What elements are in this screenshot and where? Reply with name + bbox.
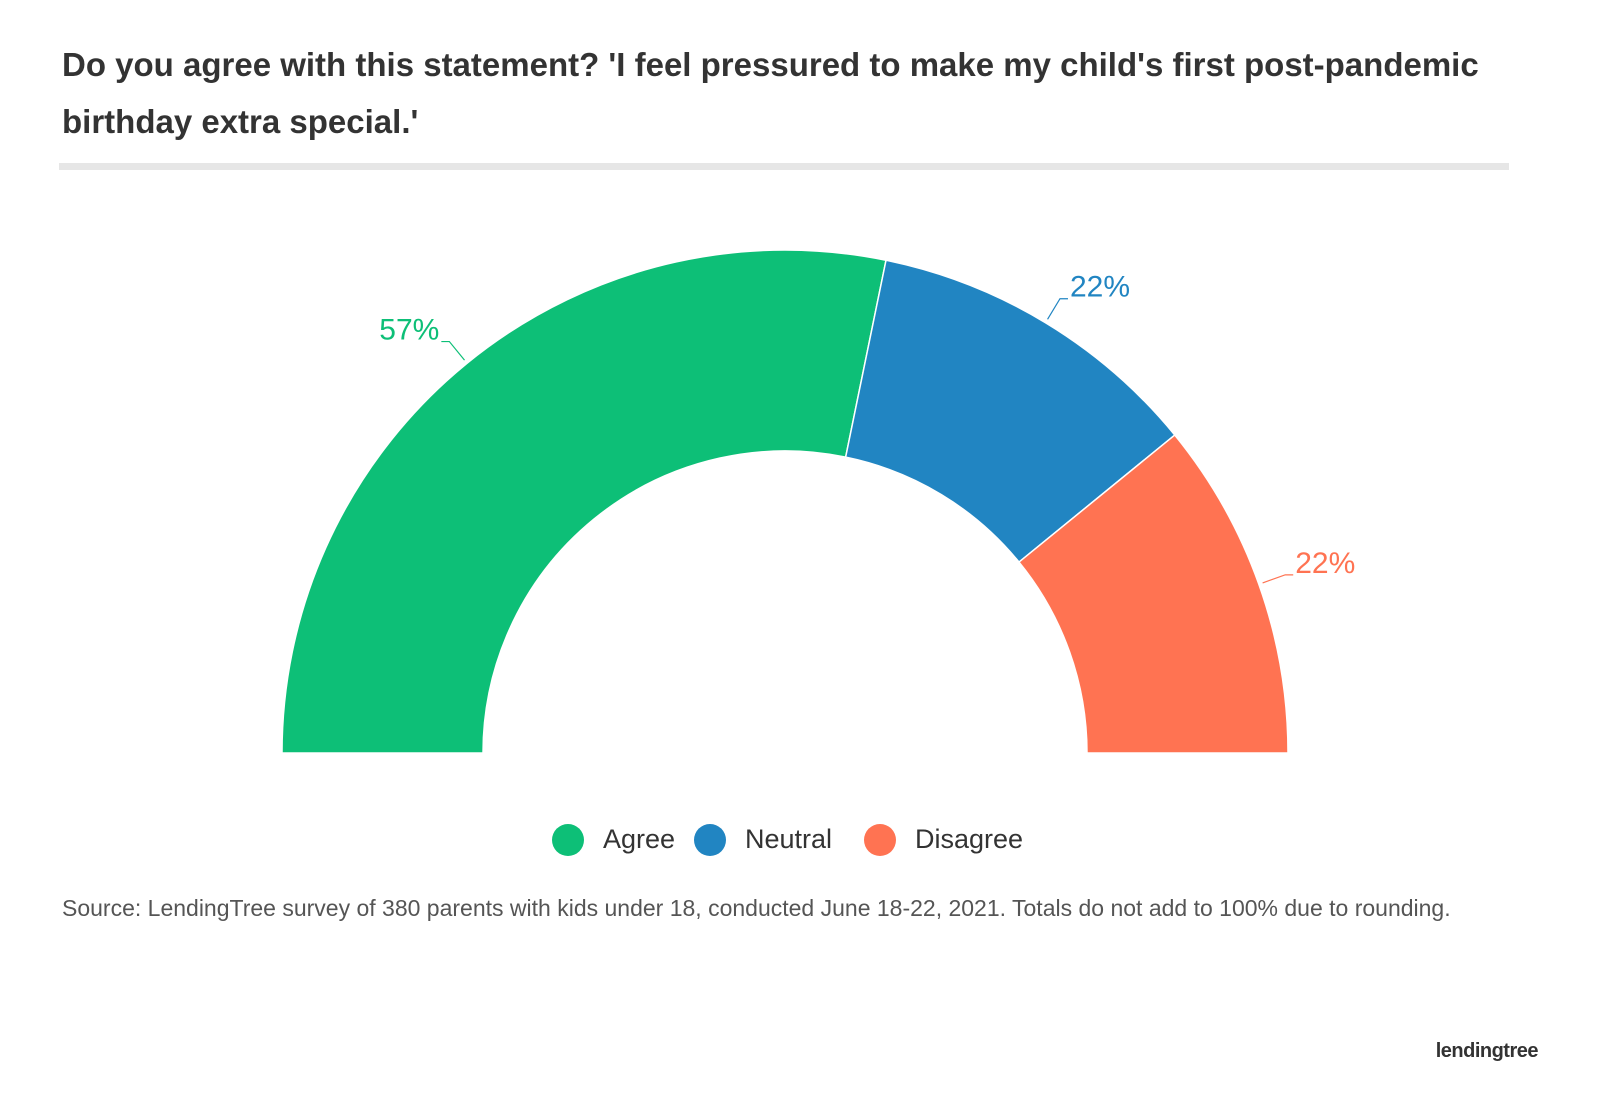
leader-line: [1047, 298, 1068, 320]
chart: 57% 22% 22% Agree Neutral Disagree: [281, 249, 1355, 856]
leader-line: [441, 340, 465, 361]
chart-title: Do you agree with this statement? 'I fee…: [62, 46, 1479, 140]
source-note: Source: LendingTree survey of 380 parent…: [62, 895, 1451, 921]
logo: lendingtree: [1435, 1040, 1539, 1062]
legend-label: Agree: [603, 824, 675, 854]
legend-label: Disagree: [915, 824, 1023, 854]
title-rule: [59, 163, 1509, 170]
data-label: 57%: [379, 313, 439, 346]
data-label: 22%: [1070, 271, 1130, 304]
leader-line: [1262, 574, 1294, 584]
arc-segment: [281, 249, 887, 754]
legend-marker: [864, 824, 896, 856]
legend-marker: [552, 824, 584, 856]
arc-segment: [1017, 433, 1289, 754]
legend-label: Neutral: [745, 824, 832, 854]
data-label: 22%: [1295, 547, 1355, 580]
legend-marker: [694, 824, 726, 856]
